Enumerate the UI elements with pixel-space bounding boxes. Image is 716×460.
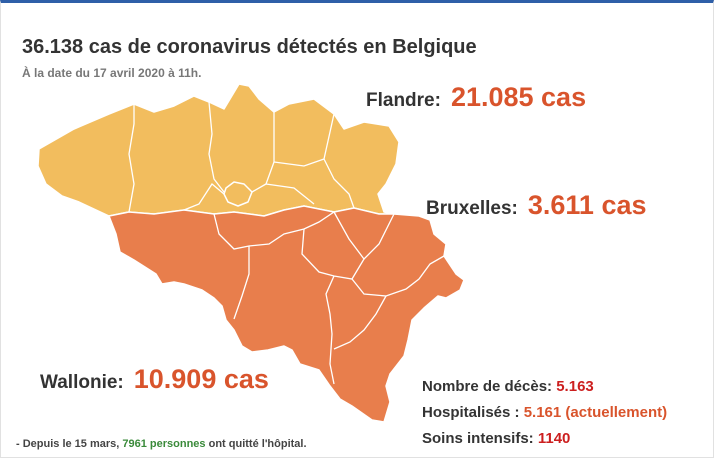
stat-hospital: Hospitalisés : 5.161 (actuellement) [422, 400, 667, 426]
label-wallonie: Wallonie: 10.909 cas [40, 364, 269, 395]
wallonie-name: Wallonie: [40, 372, 124, 393]
belgium-map [37, 84, 465, 423]
footnote-prefix: - Depuis le 15 mars, [16, 438, 120, 450]
footnote-highlight: 7961 personnes [122, 438, 206, 450]
region-flandre[interactable] [37, 84, 400, 217]
label-bruxelles: Bruxelles: 3.611 cas [426, 190, 647, 221]
stat-icu: Soins intensifs: 1140 [422, 426, 667, 452]
bruxelles-value: 3.611 cas [527, 190, 647, 220]
wallonie-value: 10.909 cas [133, 364, 269, 394]
province-borders [128, 101, 445, 385]
region-bruxelles[interactable] [223, 181, 253, 207]
hospital-value: 5.161 (actuellement) [523, 404, 668, 421]
flandre-value: 21.085 cas [450, 82, 587, 112]
icu-label: Soins intensifs: [422, 430, 534, 447]
page-title: 36.138 cas de coronavirus détectés en Be… [22, 36, 477, 58]
bruxelles-name: Bruxelles: [426, 198, 518, 219]
stat-deaths: Nombre de décès: 5.163 [422, 374, 667, 400]
page-subtitle: À la date du 17 avril 2020 à 11h. [22, 66, 202, 80]
label-flandre: Flandre: 21.085 cas [366, 82, 586, 113]
stats-block: Nombre de décès: 5.163 Hospitalisés : 5.… [422, 374, 667, 452]
footnote: - Depuis le 15 mars, 7961 personnes ont … [16, 438, 307, 450]
flandre-name: Flandre: [366, 90, 441, 111]
footnote-suffix: ont quitté l'hôpital. [208, 438, 307, 450]
deaths-value: 5.163 [556, 378, 594, 395]
icu-value: 1140 [537, 430, 571, 447]
hospital-label: Hospitalisés : [422, 404, 520, 421]
deaths-label: Nombre de décès: [422, 378, 553, 395]
